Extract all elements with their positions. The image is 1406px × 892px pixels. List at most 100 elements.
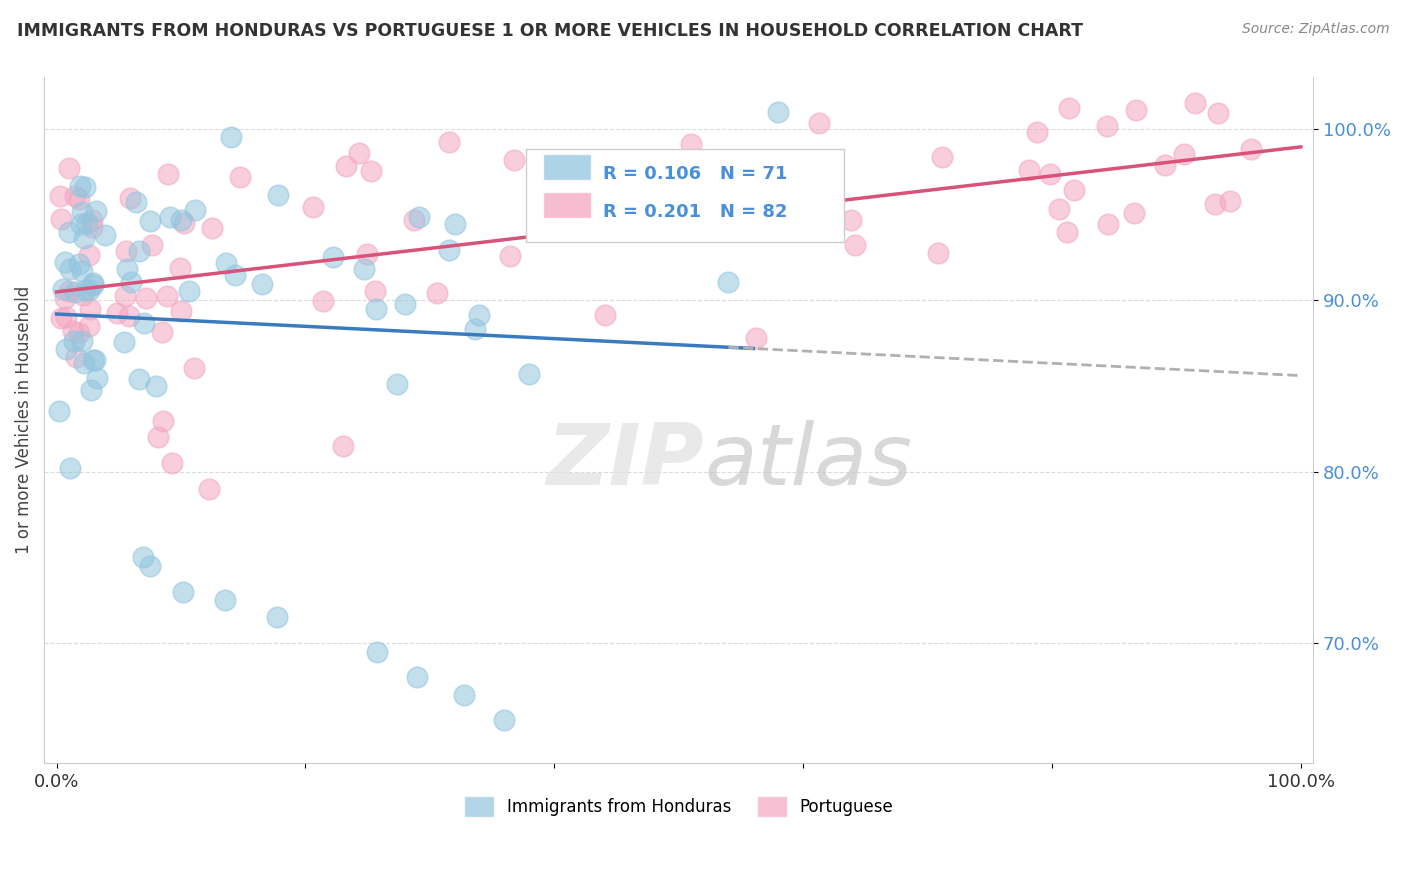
Bar xyxy=(543,192,591,218)
Point xyxy=(77,319,100,334)
Point xyxy=(593,308,616,322)
Point xyxy=(157,167,180,181)
Point xyxy=(58,225,80,239)
Point xyxy=(783,183,806,197)
Point xyxy=(170,303,193,318)
Point xyxy=(1184,96,1206,111)
Point xyxy=(1204,197,1226,211)
Point xyxy=(844,237,866,252)
Point xyxy=(768,104,790,119)
Point xyxy=(177,284,200,298)
Point xyxy=(404,212,426,227)
Point xyxy=(75,180,97,194)
Point xyxy=(128,244,150,259)
Point xyxy=(1173,147,1195,161)
Point xyxy=(1122,206,1144,220)
Point xyxy=(48,404,70,418)
Text: Source: ZipAtlas.com: Source: ZipAtlas.com xyxy=(1241,22,1389,37)
Point xyxy=(132,316,155,330)
Text: R = 0.201   N = 82: R = 0.201 N = 82 xyxy=(603,202,787,221)
Point xyxy=(1026,125,1049,139)
Point xyxy=(141,237,163,252)
Point xyxy=(63,334,86,348)
Point xyxy=(138,214,160,228)
Point xyxy=(118,191,141,205)
Point xyxy=(55,310,77,325)
Point xyxy=(464,322,486,336)
Point xyxy=(76,216,98,230)
Point xyxy=(801,175,824,189)
Point xyxy=(84,204,107,219)
Point xyxy=(59,261,82,276)
Point xyxy=(52,283,75,297)
Point xyxy=(139,559,162,574)
Point xyxy=(1047,202,1070,217)
Point xyxy=(55,342,77,356)
Point xyxy=(353,262,375,277)
Point xyxy=(73,356,96,370)
Point xyxy=(49,212,72,227)
Point xyxy=(70,334,93,348)
Point xyxy=(681,136,703,151)
Point xyxy=(70,263,93,277)
Point xyxy=(183,202,205,217)
Point xyxy=(75,283,97,297)
Point xyxy=(215,256,238,270)
Point xyxy=(150,326,173,340)
Point xyxy=(668,158,690,172)
Text: atlas: atlas xyxy=(704,420,912,503)
Point xyxy=(120,275,142,289)
Point xyxy=(159,210,181,224)
Point xyxy=(219,129,242,144)
Point xyxy=(59,461,82,475)
Point xyxy=(1240,142,1263,156)
Point xyxy=(335,159,357,173)
Point xyxy=(197,482,219,496)
Point xyxy=(366,645,388,659)
Point xyxy=(82,277,104,292)
Point xyxy=(322,250,344,264)
Point xyxy=(385,377,408,392)
Point xyxy=(79,301,101,316)
Point xyxy=(65,285,87,299)
Point xyxy=(717,275,740,289)
Point xyxy=(250,277,273,291)
Point xyxy=(1056,225,1078,239)
FancyBboxPatch shape xyxy=(526,150,844,242)
Point xyxy=(146,430,169,444)
Point xyxy=(73,231,96,245)
Y-axis label: 1 or more Vehicles in Household: 1 or more Vehicles in Household xyxy=(15,286,32,555)
Point xyxy=(349,146,371,161)
Point xyxy=(114,335,136,350)
Point xyxy=(1219,194,1241,209)
Point xyxy=(82,352,104,367)
Point xyxy=(494,713,516,727)
Point xyxy=(53,291,76,305)
Point xyxy=(72,288,94,302)
Point xyxy=(118,309,141,323)
Point xyxy=(1125,103,1147,117)
Point xyxy=(84,352,107,367)
Point xyxy=(267,188,290,202)
Point xyxy=(1063,183,1085,197)
Point xyxy=(160,456,183,470)
Point xyxy=(62,324,84,338)
Point xyxy=(519,367,541,381)
Text: ZIP: ZIP xyxy=(547,420,704,503)
Point xyxy=(152,414,174,428)
Point xyxy=(55,255,77,269)
Point xyxy=(86,370,108,384)
Point xyxy=(1039,167,1062,181)
Point xyxy=(201,221,224,235)
Point xyxy=(156,289,179,303)
Point xyxy=(173,217,195,231)
Bar xyxy=(543,154,591,180)
Point xyxy=(80,213,103,227)
Point xyxy=(931,150,953,164)
Point xyxy=(67,326,90,341)
Point xyxy=(65,350,87,364)
Point xyxy=(82,277,104,291)
Point xyxy=(406,670,429,684)
Point xyxy=(311,294,333,309)
Point xyxy=(67,192,90,206)
